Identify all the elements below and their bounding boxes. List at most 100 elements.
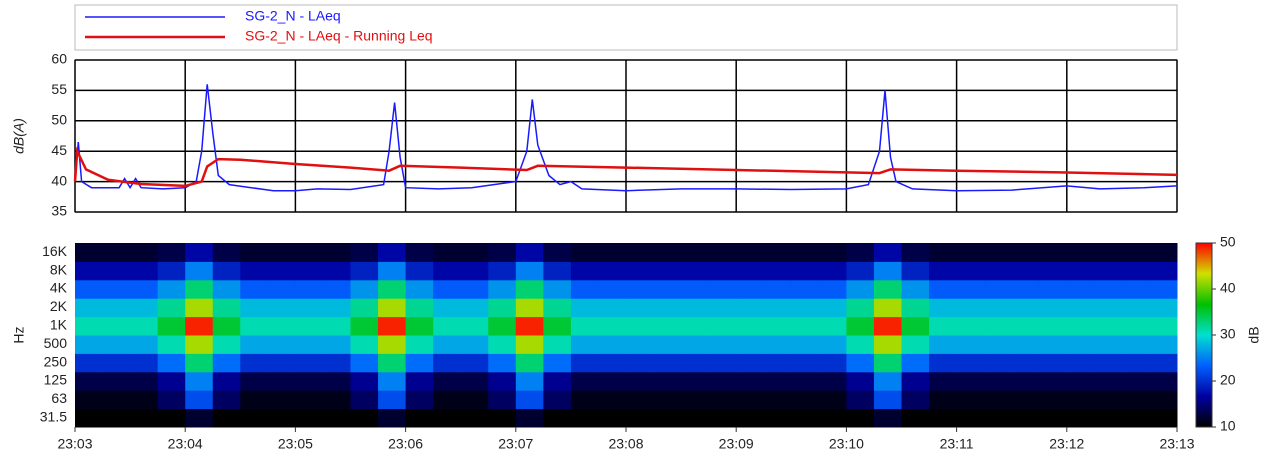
heat-cell: [75, 408, 104, 428]
heat-cell: [901, 298, 930, 318]
colorbar: [1195, 242, 1213, 428]
heat-cell: [956, 298, 985, 318]
heat-cell: [322, 371, 351, 391]
heat-cell: [763, 261, 792, 281]
heat-cell: [1039, 353, 1068, 373]
heat-cell: [681, 298, 710, 318]
heat-cell: [1121, 335, 1150, 354]
heat-cell: [1039, 408, 1068, 428]
heat-cell: [543, 371, 572, 391]
heat-cell: [1094, 390, 1123, 410]
heat-cell: [598, 408, 627, 428]
heat-cell: [157, 316, 186, 336]
heat-cell: [929, 279, 958, 299]
heat-cell: [708, 371, 737, 391]
heat-cell: [322, 243, 351, 262]
heat-cell: [1066, 316, 1095, 336]
heat-cell: [984, 335, 1013, 354]
heat-cell: [873, 408, 902, 428]
heat-cell: [681, 243, 710, 262]
heat-cell: [598, 335, 627, 354]
heat-cell: [598, 243, 627, 262]
x-tick-label: 23:03: [57, 436, 92, 452]
heat-cell: [901, 316, 930, 336]
heat-cell: [460, 408, 489, 428]
heat-cell: [378, 243, 407, 262]
y-tick-label: 1K: [50, 317, 68, 333]
heat-cell: [984, 353, 1013, 373]
heat-cell: [378, 261, 407, 281]
heat-cell: [267, 353, 296, 373]
heat-cell: [873, 316, 902, 336]
heat-cell: [736, 298, 765, 318]
heat-cell: [570, 298, 599, 318]
heat-cell: [1039, 390, 1068, 410]
heat-cell: [130, 298, 159, 318]
heat-cell: [653, 279, 682, 299]
heat-cell: [405, 408, 434, 428]
heat-cell: [212, 408, 241, 428]
heat-cell: [212, 335, 241, 354]
heat-cell: [157, 261, 186, 281]
heat-cell: [736, 316, 765, 336]
heat-cell: [212, 371, 241, 391]
heat-cell: [1121, 279, 1150, 299]
heat-cell: [791, 243, 820, 262]
heat-cell: [185, 390, 214, 410]
x-tick-label: 23:05: [278, 436, 313, 452]
heat-cell: [846, 371, 875, 391]
heat-cell: [956, 243, 985, 262]
heat-cell: [185, 243, 214, 262]
heat-cell: [873, 243, 902, 262]
heat-cell: [1121, 316, 1150, 336]
y-axis-label: Hz: [11, 326, 27, 343]
heat-cell: [791, 353, 820, 373]
heat-cell: [460, 279, 489, 299]
y-tick-label: 31.5: [40, 409, 67, 425]
x-tick-label: 23:10: [829, 436, 864, 452]
y-tick-label: 125: [44, 372, 68, 388]
heat-cell: [984, 261, 1013, 281]
heat-cell: [433, 279, 462, 299]
heat-cell: [846, 279, 875, 299]
heat-cell: [1121, 298, 1150, 318]
heat-cell: [322, 261, 351, 281]
heat-cell: [736, 335, 765, 354]
heat-cell: [763, 353, 792, 373]
heat-cell: [1011, 261, 1040, 281]
heat-cell: [405, 371, 434, 391]
heat-cell: [240, 353, 269, 373]
heat-cell: [791, 371, 820, 391]
heat-cell: [322, 390, 351, 410]
heat-cell: [515, 261, 544, 281]
data-line: [74, 84, 1178, 192]
heat-cell: [1011, 243, 1040, 262]
heat-cell: [984, 279, 1013, 299]
heat-cell: [378, 390, 407, 410]
heat-cell: [460, 261, 489, 281]
heat-cell: [75, 335, 104, 354]
heat-cell: [708, 390, 737, 410]
heat-cell: [929, 316, 958, 336]
heat-cell: [1066, 335, 1095, 354]
heat-cell: [157, 279, 186, 299]
heat-cell: [515, 390, 544, 410]
heat-cell: [653, 335, 682, 354]
heat-cell: [763, 408, 792, 428]
heat-cell: [570, 316, 599, 336]
heat-cell: [75, 353, 104, 373]
heat-cell: [543, 243, 572, 262]
heat-cell: [901, 243, 930, 262]
heat-cell: [901, 408, 930, 428]
heat-cell: [598, 261, 627, 281]
heat-cell: [818, 298, 847, 318]
heat-cell: [322, 298, 351, 318]
heat-cell: [598, 298, 627, 318]
heat-cell: [708, 408, 737, 428]
x-tick-label: 23:13: [1159, 436, 1194, 452]
heat-cell: [240, 279, 269, 299]
heat-cell: [433, 316, 462, 336]
heat-cell: [488, 279, 517, 299]
heat-cell: [1149, 279, 1178, 299]
heat-cell: [75, 390, 104, 410]
